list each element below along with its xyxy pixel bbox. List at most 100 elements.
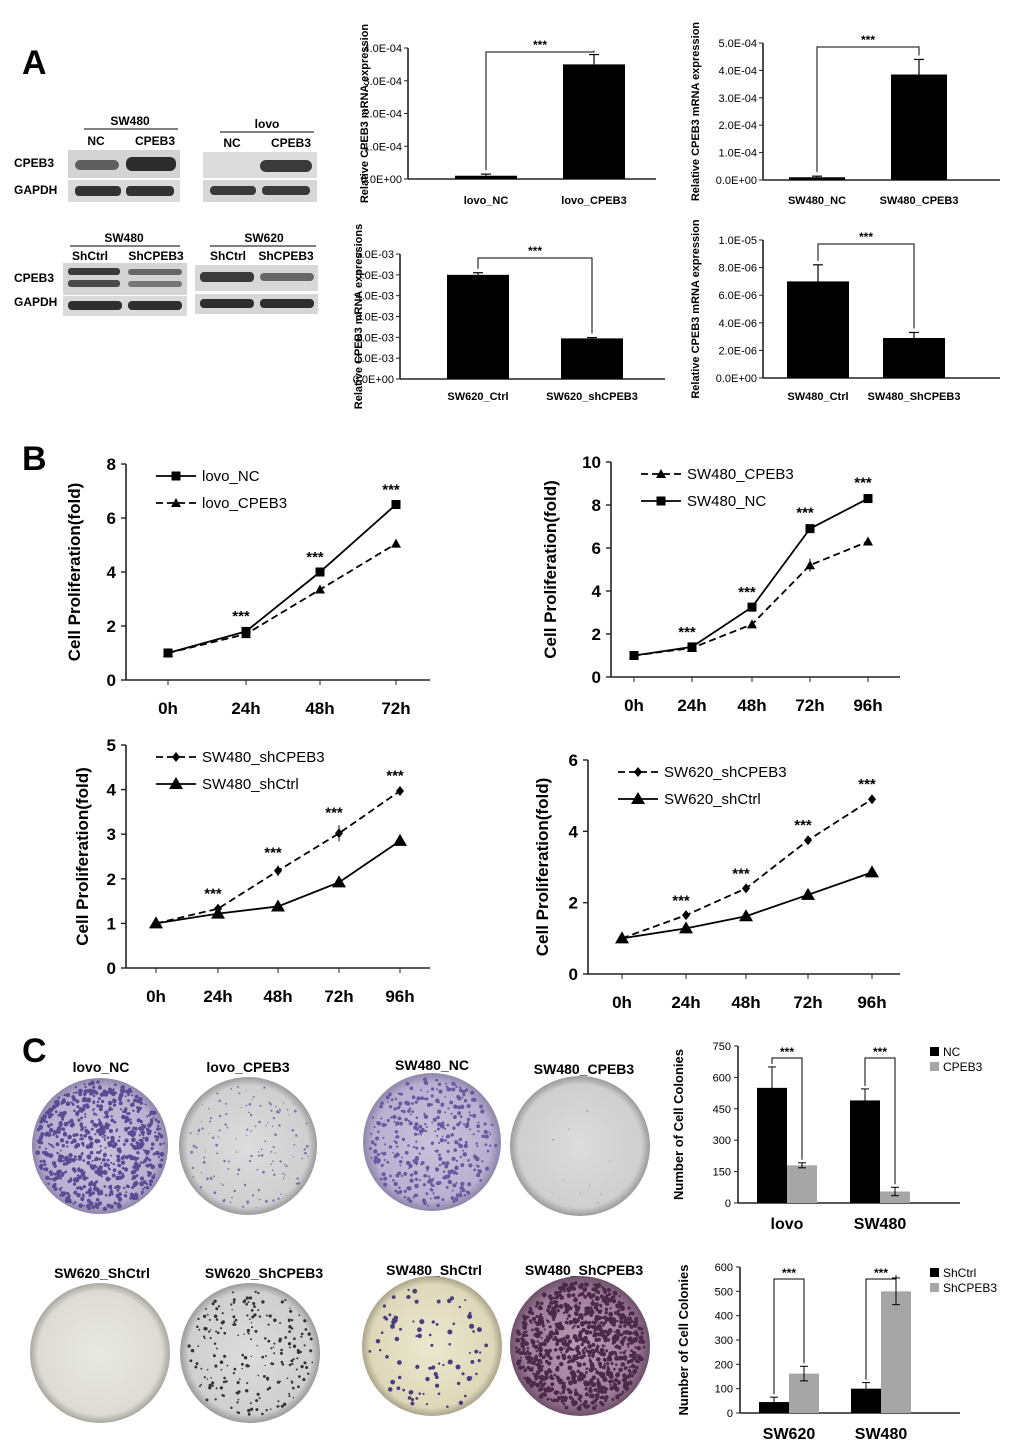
- colony-dot: [544, 1372, 547, 1375]
- colony-dot: [56, 1174, 61, 1180]
- colony-dot: [458, 1400, 464, 1405]
- colony-dot: [213, 1175, 216, 1178]
- colony-dot: [214, 1398, 217, 1401]
- colony-dot: [469, 1323, 475, 1329]
- colony-dot: [292, 1358, 295, 1361]
- colony-dot: [484, 1134, 489, 1139]
- colony-dot: [452, 1322, 456, 1326]
- colony-dot: [544, 1338, 548, 1342]
- colony-dot: [240, 1362, 244, 1366]
- colony-dot: [253, 1305, 256, 1308]
- colony-dot: [570, 1358, 575, 1363]
- colony-dot: [437, 1362, 441, 1365]
- colony-dot: [208, 1318, 211, 1321]
- colony-dot: [622, 1351, 626, 1355]
- colony-dot: [467, 1313, 473, 1320]
- colony-dot: [605, 1201, 606, 1203]
- colony-dot: [588, 1367, 594, 1373]
- colony-dot: [489, 1133, 492, 1136]
- colony-dot: [246, 1200, 250, 1204]
- colony-dot: [292, 1386, 295, 1390]
- colony-dot: [72, 1202, 75, 1205]
- colony-dot: [150, 1118, 154, 1122]
- colony-dot: [418, 1179, 421, 1182]
- colony-dot: [60, 1124, 63, 1127]
- colony-dot: [49, 1170, 53, 1174]
- colony-dot: [572, 1348, 575, 1351]
- significance-label: ***: [325, 804, 343, 821]
- colony-dot: [139, 1176, 145, 1181]
- colony-dot: [551, 1377, 555, 1381]
- colony-dot: [255, 1206, 257, 1209]
- colony-dot: [270, 1109, 273, 1112]
- colony-dot: [635, 1334, 639, 1338]
- colony-dot: [475, 1372, 478, 1376]
- x-tick-label: 0h: [146, 987, 166, 1006]
- colony-dot: [99, 1092, 105, 1097]
- colony-dot: [93, 1182, 97, 1186]
- x-category-label: SW620_shCPEB3: [546, 391, 638, 403]
- colony-dot: [566, 1387, 571, 1392]
- colony-dot: [632, 1351, 636, 1355]
- y-tick-label: 100: [715, 1384, 733, 1396]
- colony-dot: [619, 1319, 624, 1325]
- colony-dot: [409, 1390, 414, 1394]
- colony-dot: [82, 1185, 87, 1189]
- colony-dot: [245, 1302, 248, 1306]
- colony-dot: [562, 1179, 564, 1182]
- colony-dot: [593, 1388, 598, 1392]
- colony-dot: [293, 1337, 296, 1341]
- colony-dot: [388, 1145, 393, 1149]
- colony-dot: [438, 1164, 442, 1167]
- colony-dot: [478, 1351, 482, 1354]
- colony-dot: [190, 1348, 195, 1353]
- colony-dot: [574, 1388, 578, 1392]
- colony-dot: [424, 1129, 428, 1133]
- colony-dot: [538, 1375, 543, 1380]
- colony-dot: [520, 1341, 524, 1346]
- colony-dot: [223, 1354, 227, 1358]
- colony-dot: [250, 1154, 253, 1158]
- colony-dot: [454, 1165, 459, 1170]
- colony-dot: [269, 1103, 272, 1106]
- data-point: [149, 916, 163, 929]
- colony-dot: [595, 1348, 599, 1353]
- colony-dot: [623, 1367, 627, 1371]
- colony-dot: [96, 1100, 100, 1104]
- colony-dot: [638, 1339, 642, 1344]
- colony-dot: [605, 1321, 608, 1324]
- colony-dot: [579, 1404, 582, 1407]
- colony-dot: [383, 1305, 386, 1308]
- colony-dot: [98, 1097, 101, 1101]
- colony-dot: [426, 1090, 429, 1093]
- colony-dot: [117, 1170, 123, 1175]
- colony-dot: [423, 1201, 427, 1205]
- colony-dot: [102, 1152, 107, 1157]
- colony-dot: [543, 1343, 547, 1346]
- colony-dot: [82, 1176, 88, 1181]
- colony-dot: [562, 1356, 566, 1361]
- colony-dot: [431, 1121, 434, 1124]
- colony-dot: [46, 1124, 51, 1128]
- colony-dot: [547, 1320, 550, 1324]
- data-point: [656, 496, 666, 506]
- blot-band: [126, 157, 176, 171]
- colony-dot: [82, 1159, 86, 1162]
- colony-dot: [303, 1344, 306, 1347]
- colony-dot: [210, 1377, 212, 1379]
- colony-dot: [584, 1371, 588, 1374]
- colony-dot: [280, 1300, 284, 1304]
- colony-dot: [453, 1148, 458, 1152]
- colony-dot: [602, 1357, 607, 1362]
- blot-band: [128, 301, 182, 310]
- colony-dot: [47, 1114, 52, 1119]
- colony-dot: [121, 1110, 125, 1113]
- legend-label: lovo_NC: [202, 468, 260, 485]
- legend-swatch: [930, 1047, 939, 1056]
- colony-dot: [430, 1343, 434, 1347]
- colony-dot: [256, 1168, 259, 1171]
- colony-dot: [535, 1314, 539, 1318]
- colony-dot: [472, 1330, 475, 1333]
- colony-dot: [620, 1340, 623, 1343]
- colony-dot: [96, 1104, 100, 1108]
